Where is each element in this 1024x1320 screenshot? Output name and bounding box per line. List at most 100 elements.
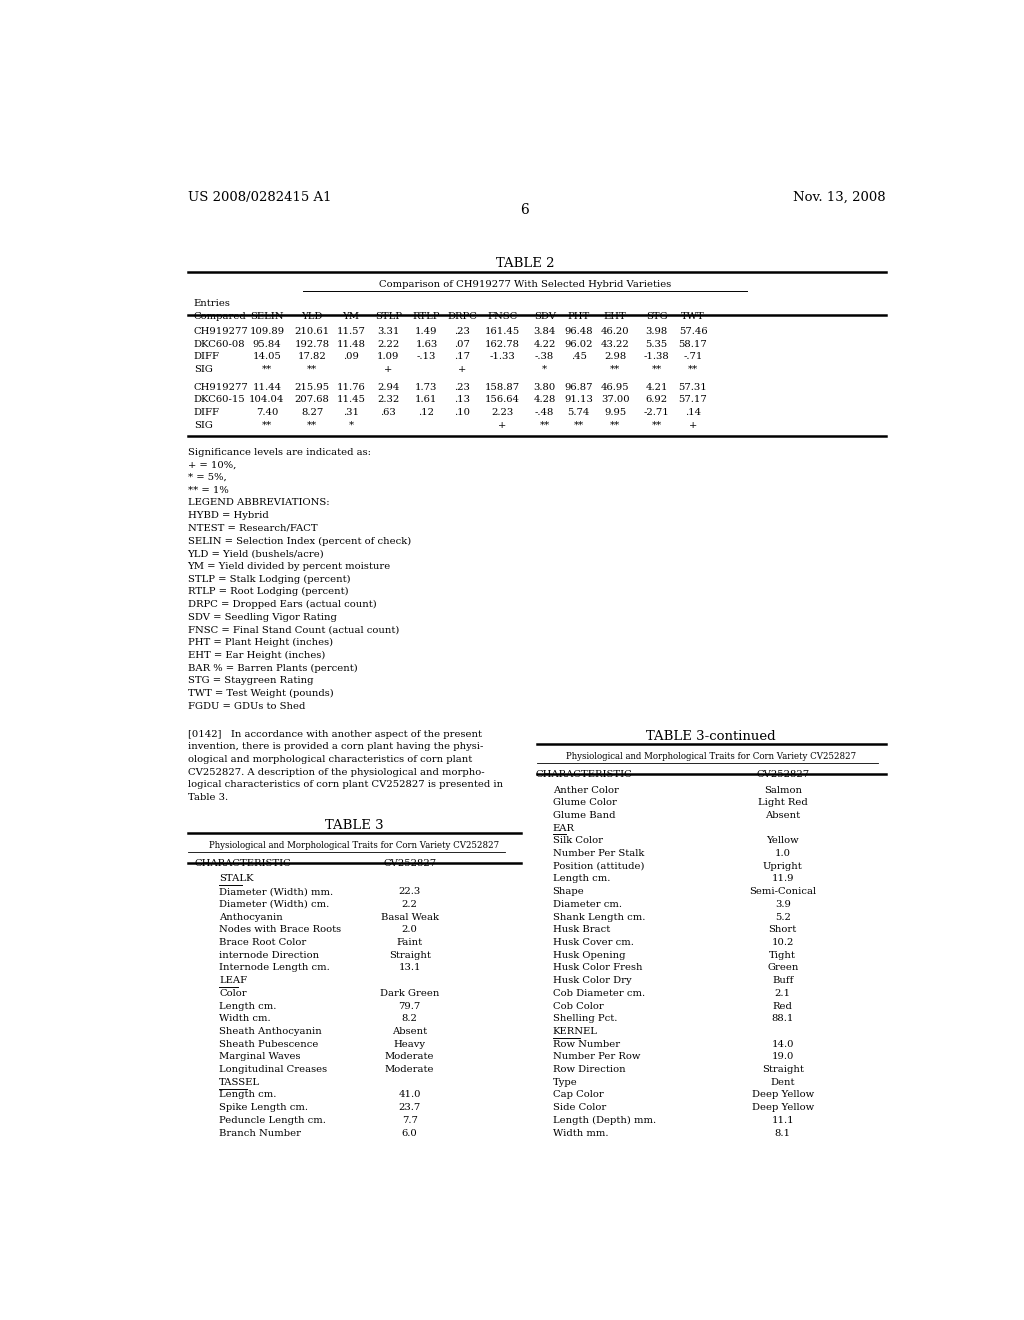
Text: 46.20: 46.20 [601,327,630,335]
Text: -1.38: -1.38 [644,352,670,362]
Text: Cob Diameter cm.: Cob Diameter cm. [553,989,645,998]
Text: 7.40: 7.40 [256,408,279,417]
Text: 96.87: 96.87 [564,383,593,392]
Text: Sheath Pubescence: Sheath Pubescence [219,1040,318,1048]
Text: Position (attitude): Position (attitude) [553,862,644,871]
Text: .17: .17 [454,352,470,362]
Text: Nodes with Brace Roots: Nodes with Brace Roots [219,925,341,935]
Text: Color: Color [219,989,247,998]
Text: 37.00: 37.00 [601,396,630,404]
Text: [0142]   In accordance with another aspect of the present: [0142] In accordance with another aspect… [187,730,481,739]
Text: CH919277: CH919277 [194,383,249,392]
Text: CV252827: CV252827 [383,859,436,869]
Text: Spike Length cm.: Spike Length cm. [219,1104,308,1113]
Text: Significance levels are indicated as:: Significance levels are indicated as: [187,447,371,457]
Text: **: ** [688,366,698,374]
Text: Length cm.: Length cm. [219,1090,276,1100]
Text: 207.68: 207.68 [295,396,330,404]
Text: Peduncle Length cm.: Peduncle Length cm. [219,1115,326,1125]
Text: Branch Number: Branch Number [219,1129,301,1138]
Text: 19.0: 19.0 [771,1052,794,1061]
Text: Silk Color: Silk Color [553,837,602,845]
Text: Husk Color Dry: Husk Color Dry [553,975,631,985]
Text: SELIN = Selection Index (percent of check): SELIN = Selection Index (percent of chec… [187,536,411,545]
Text: 3.9: 3.9 [775,900,791,909]
Text: LEAF: LEAF [219,975,248,985]
Text: Semi-Conical: Semi-Conical [750,887,816,896]
Text: 11.57: 11.57 [337,327,366,335]
Text: SIG: SIG [194,421,213,430]
Text: -1.33: -1.33 [489,352,515,362]
Text: + = 10%,: + = 10%, [187,461,236,470]
Text: Straight: Straight [762,1065,804,1074]
Text: 23.7: 23.7 [398,1104,421,1113]
Text: .10: .10 [454,408,470,417]
Text: DIFF: DIFF [194,408,220,417]
Text: DKC60-15: DKC60-15 [194,396,246,404]
Text: RTLP: RTLP [413,312,440,321]
Text: CV252827: CV252827 [756,771,809,779]
Text: **: ** [651,366,662,374]
Text: internode Direction: internode Direction [219,950,319,960]
Text: * = 5%,: * = 5%, [187,473,226,482]
Text: 6.92: 6.92 [645,396,668,404]
Text: **: ** [262,421,272,430]
Text: 8.2: 8.2 [401,1014,418,1023]
Text: Husk Color Fresh: Husk Color Fresh [553,964,642,973]
Text: 1.49: 1.49 [415,327,437,335]
Text: TASSEL: TASSEL [219,1077,260,1086]
Text: Moderate: Moderate [385,1065,434,1074]
Text: SDV: SDV [534,312,556,321]
Text: .14: .14 [685,408,701,417]
Text: EHT: EHT [604,312,627,321]
Text: 13.1: 13.1 [398,964,421,973]
Text: Absent: Absent [765,810,801,820]
Text: **: ** [573,421,584,430]
Text: Husk Bract: Husk Bract [553,925,610,935]
Text: SDV = Seedling Vigor Rating: SDV = Seedling Vigor Rating [187,612,337,622]
Text: 57.31: 57.31 [679,383,708,392]
Text: 2.2: 2.2 [401,900,418,909]
Text: 161.45: 161.45 [485,327,520,335]
Text: 57.46: 57.46 [679,327,708,335]
Text: 88.1: 88.1 [771,1014,794,1023]
Text: Shape: Shape [553,887,585,896]
Text: 1.63: 1.63 [416,339,437,348]
Text: YLD: YLD [301,312,323,321]
Text: CV252827. A description of the physiological and morpho-: CV252827. A description of the physiolog… [187,768,484,776]
Text: Dent: Dent [770,1077,795,1086]
Text: +: + [458,366,466,374]
Text: ological and morphological characteristics of corn plant: ological and morphological characteristi… [187,755,472,764]
Text: 2.98: 2.98 [604,352,627,362]
Text: Compared: Compared [194,312,247,321]
Text: 6: 6 [520,203,529,216]
Text: STALK: STALK [219,874,254,883]
Text: DIFF: DIFF [194,352,220,362]
Text: TWT: TWT [681,312,705,321]
Text: Longitudinal Creases: Longitudinal Creases [219,1065,328,1074]
Text: Deep Yellow: Deep Yellow [752,1090,814,1100]
Text: YLD = Yield (bushels/acre): YLD = Yield (bushels/acre) [187,549,325,558]
Text: 4.22: 4.22 [534,339,556,348]
Text: 2.0: 2.0 [401,925,418,935]
Text: BAR % = Barren Plants (percent): BAR % = Barren Plants (percent) [187,664,357,673]
Text: Shank Length cm.: Shank Length cm. [553,912,645,921]
Text: .12: .12 [419,408,434,417]
Text: 3.31: 3.31 [377,327,399,335]
Text: FNSC: FNSC [487,312,518,321]
Text: Sheath Anthocyanin: Sheath Anthocyanin [219,1027,322,1036]
Text: DKC60-08: DKC60-08 [194,339,246,348]
Text: PHT = Plant Height (inches): PHT = Plant Height (inches) [187,638,333,647]
Text: Buff: Buff [772,975,794,985]
Text: 11.45: 11.45 [337,396,366,404]
Text: Number Per Row: Number Per Row [553,1052,640,1061]
Text: **: ** [540,421,550,430]
Text: ** = 1%: ** = 1% [187,486,228,495]
Text: 57.17: 57.17 [679,396,708,404]
Text: Tight: Tight [769,950,796,960]
Text: 79.7: 79.7 [398,1002,421,1011]
Text: .63: .63 [381,408,396,417]
Text: Length cm.: Length cm. [553,874,610,883]
Text: Diameter (Width) cm.: Diameter (Width) cm. [219,900,330,909]
Text: Absent: Absent [392,1027,427,1036]
